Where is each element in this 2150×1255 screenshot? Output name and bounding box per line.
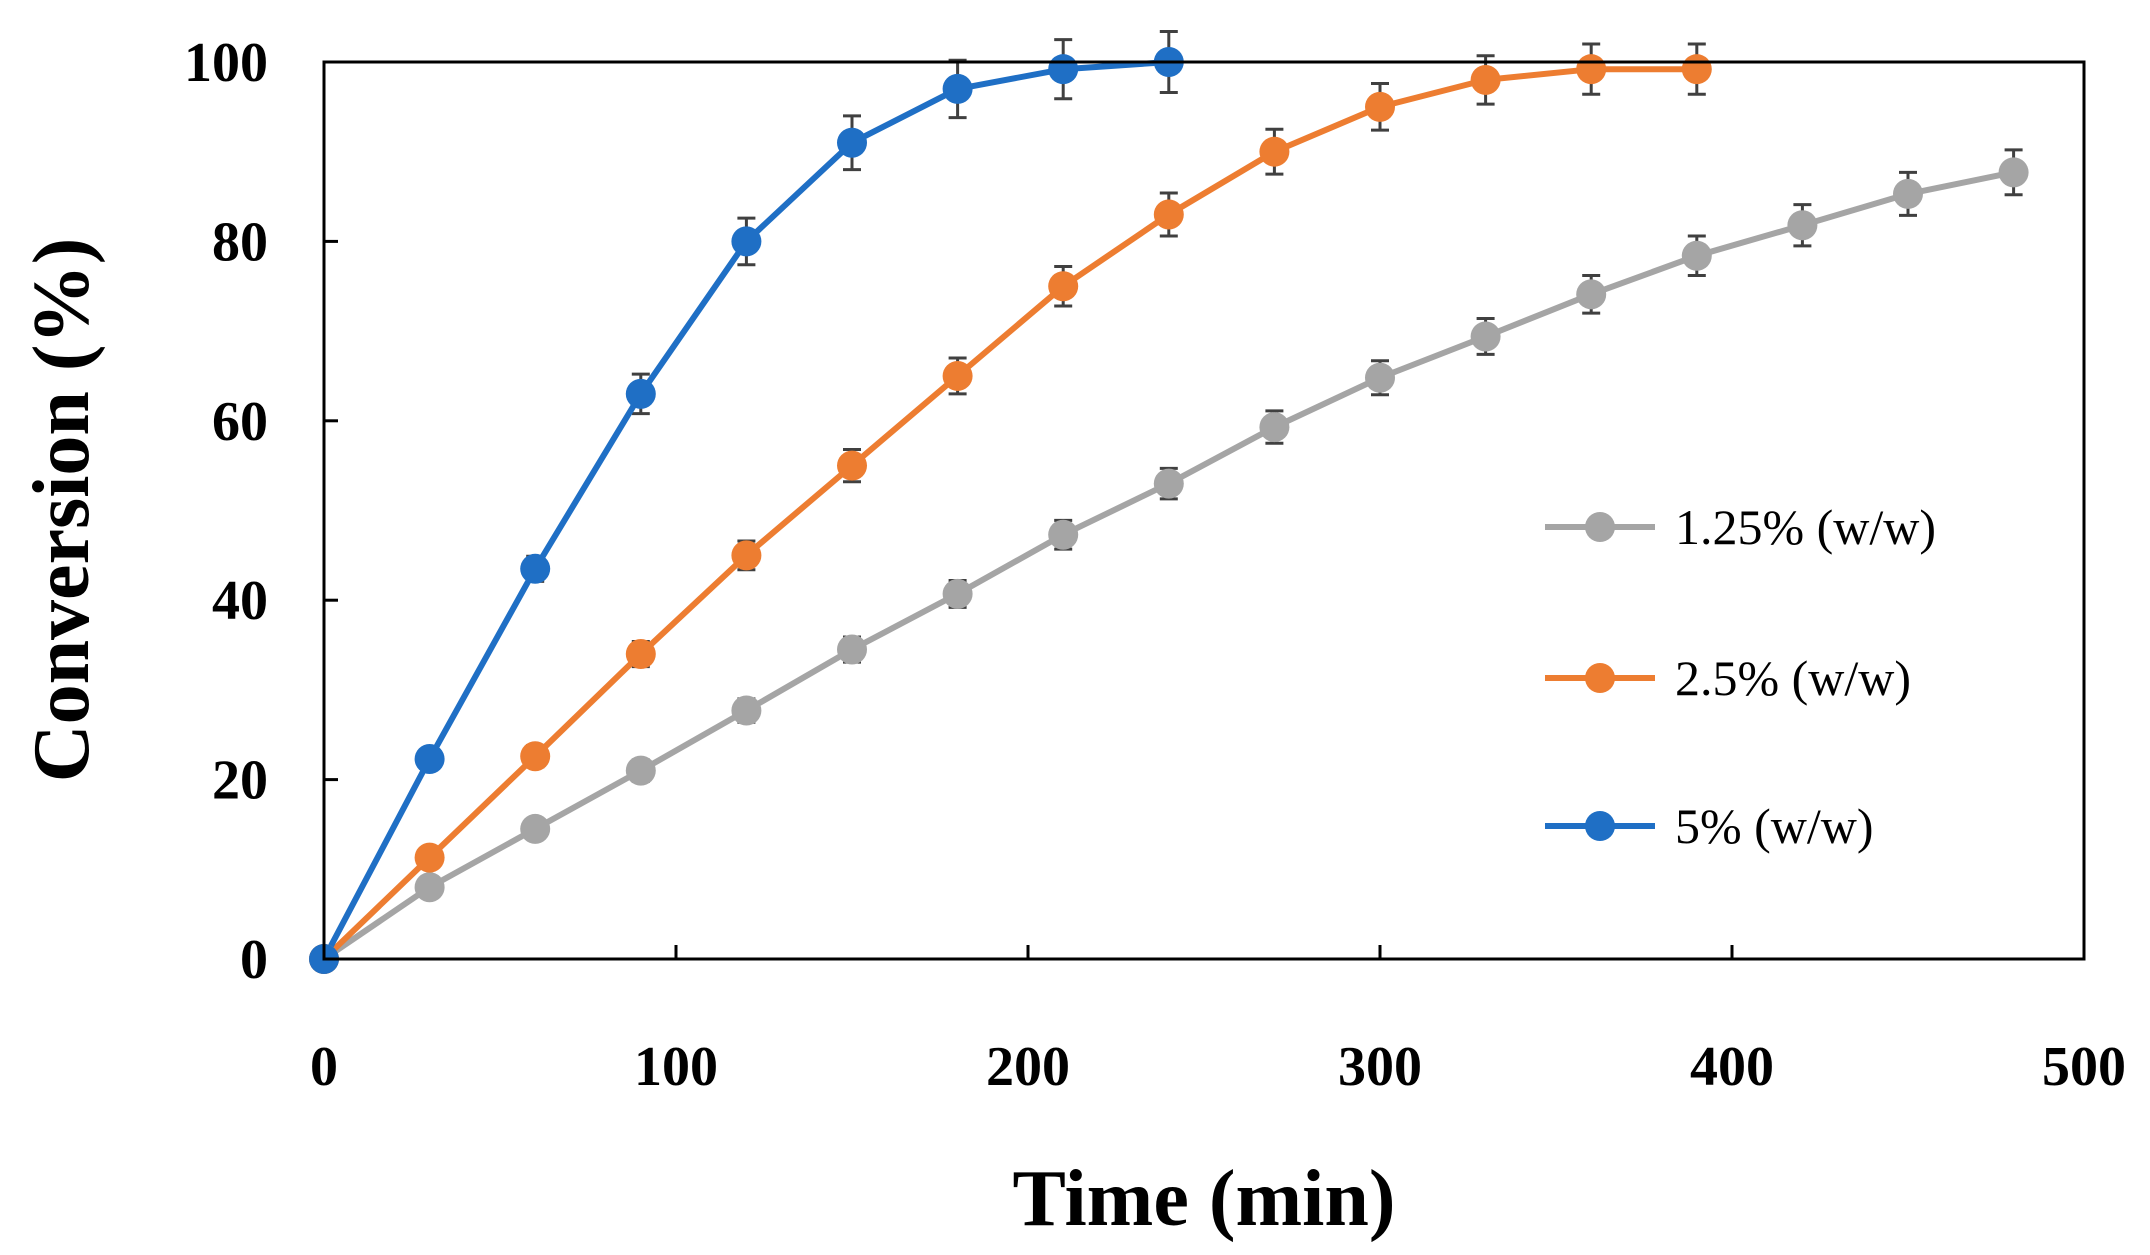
- data-point: [1681, 240, 1712, 271]
- legend-item: 2.5% (w/w): [1545, 650, 1911, 706]
- data-point: [1048, 271, 1079, 302]
- x-tick-label: 500: [2042, 1036, 2126, 1098]
- legend-item: 5% (w/w): [1545, 798, 1874, 854]
- data-point: [1893, 178, 1923, 209]
- data-point: [1470, 64, 1501, 95]
- x-axis-ticks: 0 100 200 300 400 500: [310, 945, 2126, 1098]
- data-point: [1153, 468, 1184, 499]
- data-point: [414, 842, 445, 873]
- y-tick-label: 100: [184, 32, 268, 94]
- data-point: [625, 755, 656, 786]
- y-tick-label: 20: [212, 750, 268, 812]
- x-tick-label: 0: [310, 1036, 338, 1098]
- legend-marker: [1585, 512, 1615, 542]
- data-point: [1153, 199, 1184, 230]
- legend-label: 1.25% (w/w): [1675, 499, 1936, 555]
- data-point: [520, 741, 551, 772]
- x-tick-label: 400: [1690, 1036, 1774, 1098]
- data-point: [520, 553, 551, 584]
- data-point: [1048, 519, 1079, 550]
- x-tick-label: 100: [634, 1036, 718, 1098]
- data-point: [942, 73, 973, 104]
- data-point: [1787, 210, 1818, 241]
- data-point: [1998, 157, 2029, 188]
- data-point: [837, 634, 867, 665]
- y-tick-label: 0: [240, 929, 268, 991]
- y-axis-title: Conversion (%): [18, 238, 106, 782]
- data-point: [1576, 279, 1607, 310]
- plot-frame: [322, 60, 2086, 961]
- x-axis-title: Time (min): [1013, 1155, 1396, 1243]
- x-tick-label: 300: [1338, 1036, 1422, 1098]
- data-point: [1576, 54, 1607, 85]
- data-point: [1681, 54, 1712, 85]
- data-point: [625, 378, 656, 409]
- data-point: [1470, 321, 1501, 352]
- data-point: [1365, 362, 1395, 393]
- data-point: [1259, 412, 1290, 443]
- data-point: [414, 743, 445, 774]
- data-point: [731, 226, 762, 257]
- data-point: [942, 360, 973, 391]
- series-line: [321, 66, 1697, 962]
- y-axis-ticks: 0 20 40 60 80 100: [184, 32, 338, 991]
- data-point: [1365, 91, 1395, 122]
- legend-item: 1.25% (w/w): [1545, 499, 1936, 555]
- data-point: [837, 450, 867, 481]
- y-tick-label: 80: [212, 211, 268, 273]
- data-point: [942, 578, 973, 609]
- legend-label: 5% (w/w): [1675, 798, 1874, 854]
- data-point: [731, 540, 762, 571]
- data-point: [414, 872, 445, 903]
- legend-marker: [1585, 663, 1615, 693]
- data-point: [837, 127, 867, 158]
- legend: 1.25% (w/w) 2.5% (w/w) 5% (w/w): [1545, 499, 1936, 854]
- y-tick-label: 60: [212, 391, 268, 453]
- data-point: [625, 639, 656, 670]
- data-point: [1048, 54, 1079, 85]
- x-tick-label: 200: [986, 1036, 1070, 1098]
- data-point: [731, 695, 762, 726]
- data-point: [1259, 136, 1290, 167]
- legend-label: 2.5% (w/w): [1675, 650, 1911, 706]
- data-point: [520, 813, 551, 844]
- y-tick-label: 40: [212, 570, 268, 632]
- legend-marker: [1585, 811, 1615, 841]
